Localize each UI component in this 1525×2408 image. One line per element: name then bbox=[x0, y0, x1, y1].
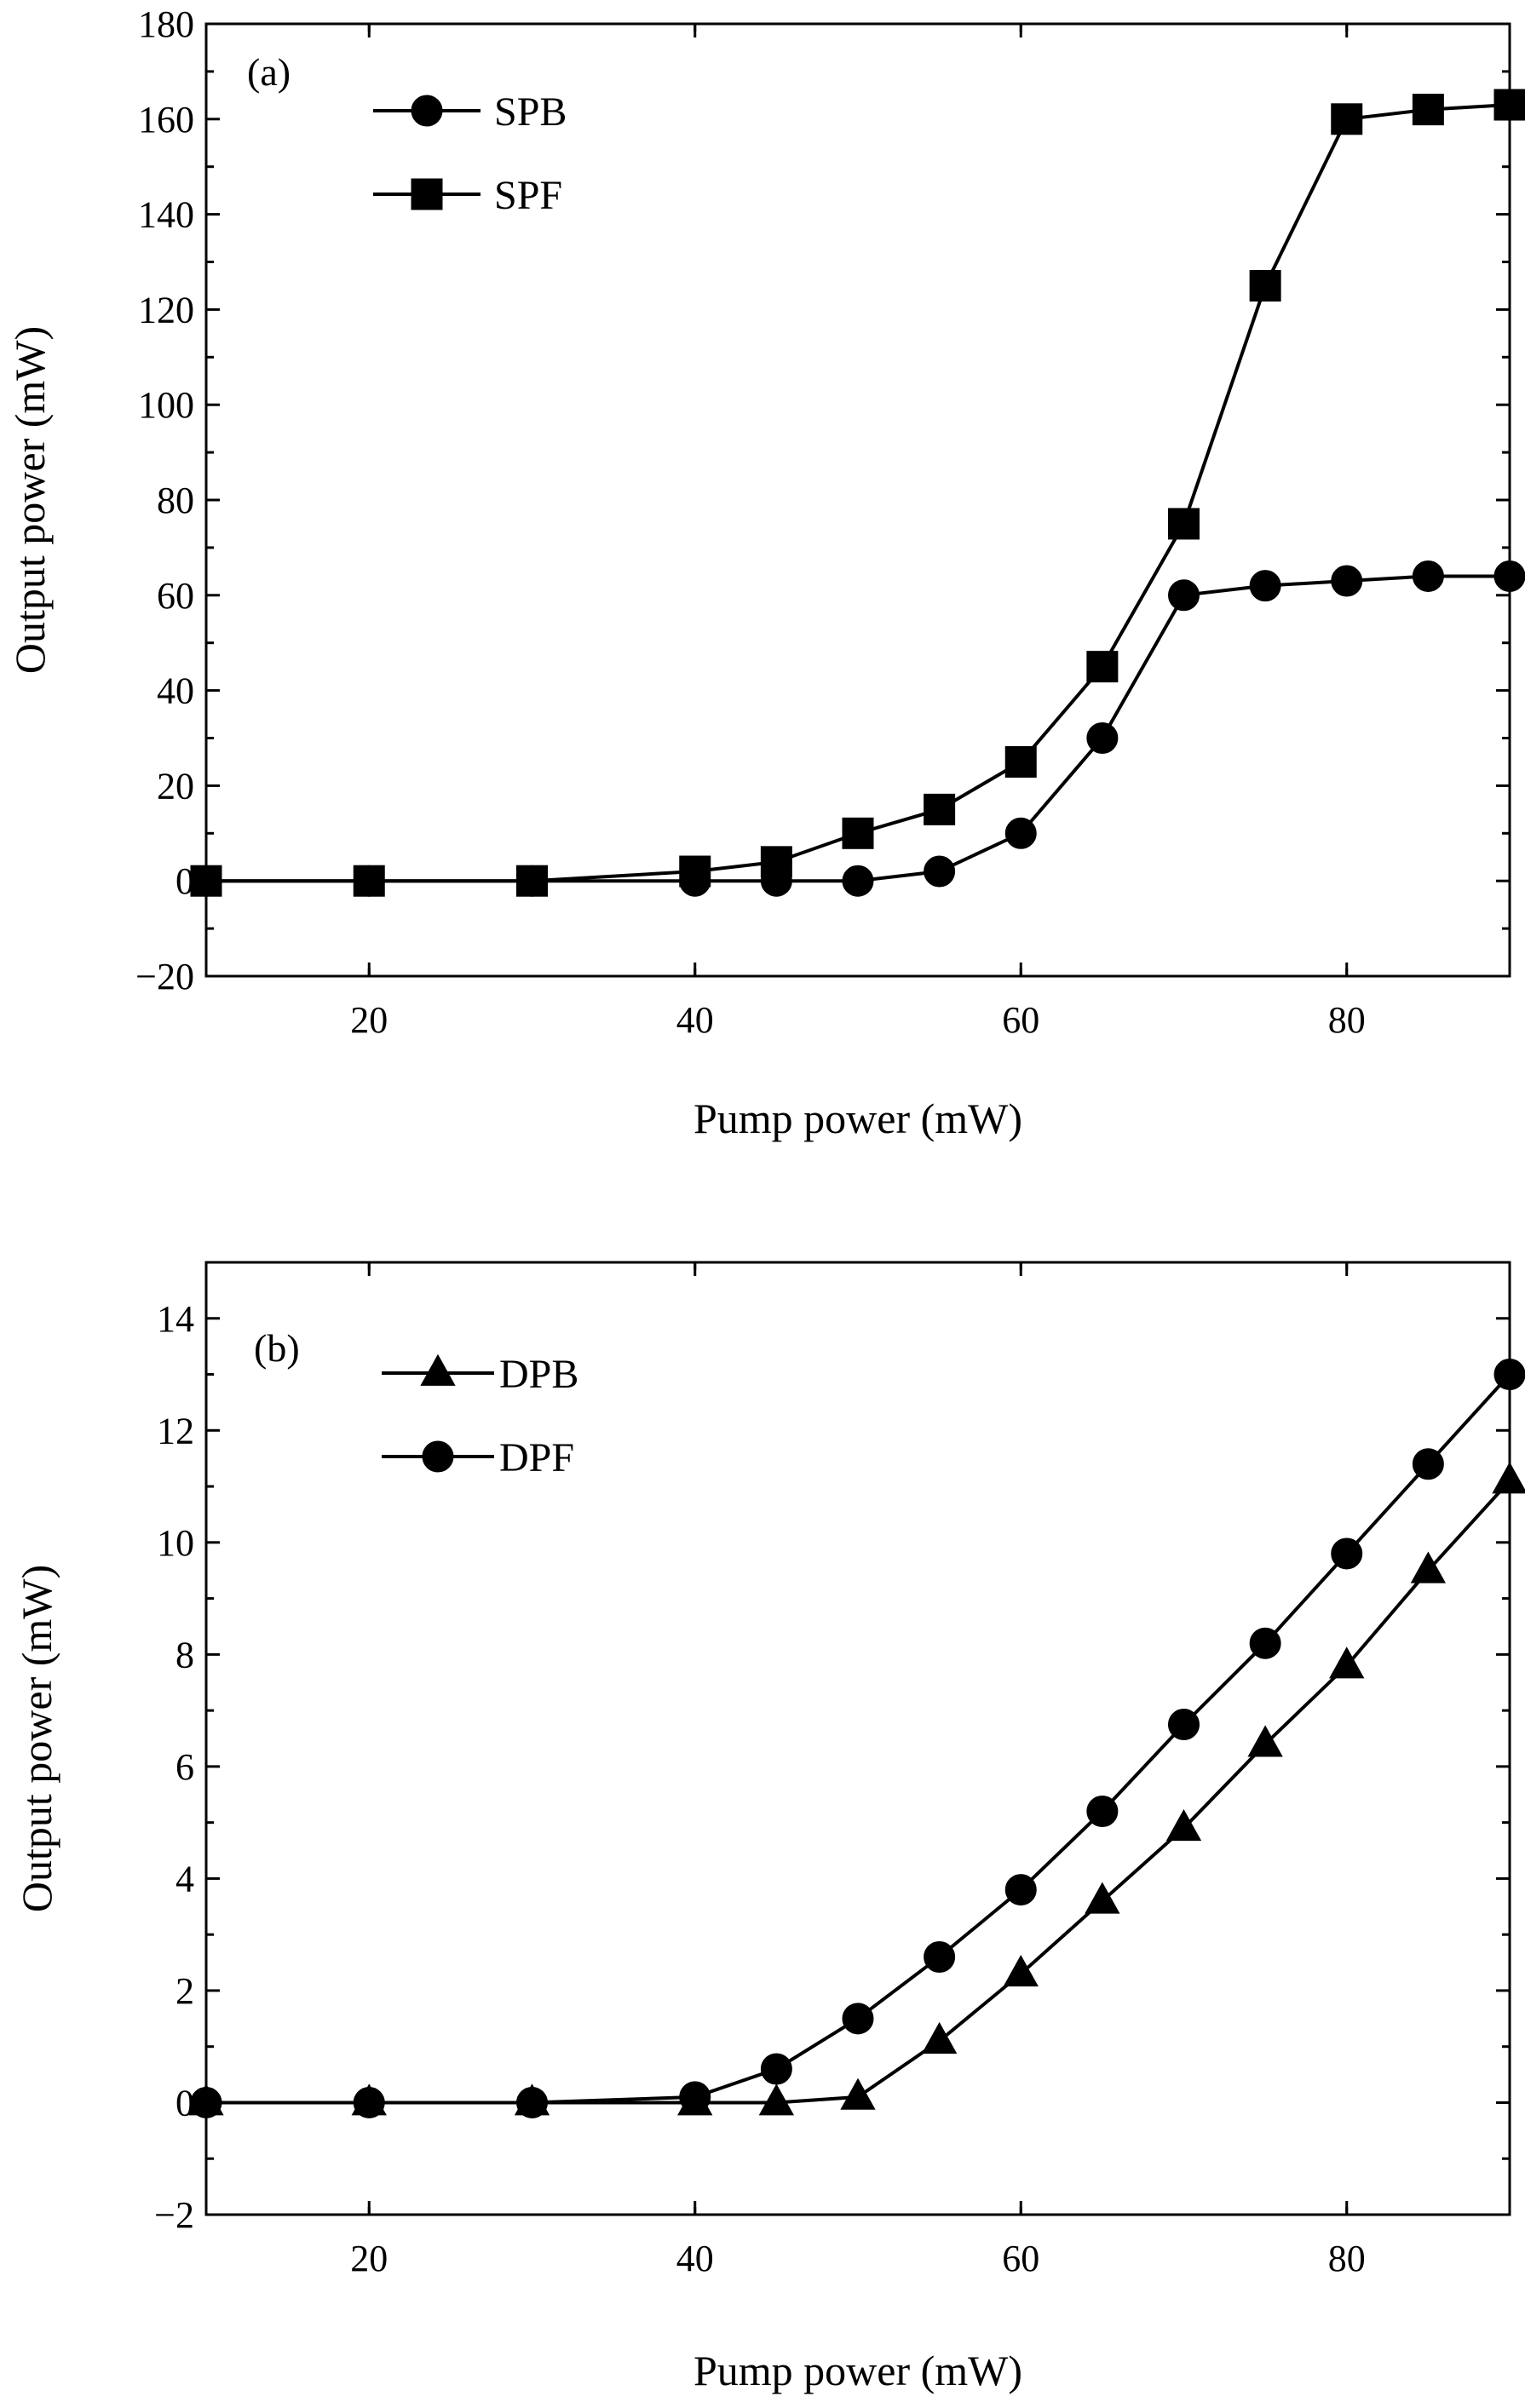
panel-b-point-dpb bbox=[1085, 1882, 1120, 1914]
panel-a-point-spb bbox=[924, 855, 956, 888]
panel-a-point-spf bbox=[1331, 103, 1363, 135]
panel-a-point-spf bbox=[516, 865, 548, 897]
panel-b-y-tick-label: 10 bbox=[157, 1522, 194, 1564]
panel-a-point-spf bbox=[1086, 651, 1119, 683]
panel-b-y-axis-title: Output power (mW) bbox=[13, 1565, 60, 1912]
panel-b-point-dpb bbox=[758, 2083, 795, 2116]
panel-a-panel-label: (a) bbox=[247, 50, 291, 94]
panel-b-legend-label-dpf: DPF bbox=[499, 1435, 574, 1480]
panel-b-point-dpb bbox=[1410, 1551, 1447, 1583]
panel-b-point-dpf bbox=[1493, 1359, 1525, 1391]
panel-a-point-spf bbox=[1493, 89, 1525, 121]
panel-b-y-tick-label: 14 bbox=[157, 1298, 194, 1340]
panel-a-series-line-spf bbox=[206, 103, 1511, 883]
panel-a-point-spf bbox=[190, 865, 222, 897]
panel-b-legend-label-dpb: DPB bbox=[499, 1352, 578, 1397]
panel-b-point-dpb bbox=[1329, 1647, 1365, 1679]
panel-b-point-dpf bbox=[1249, 1627, 1281, 1659]
panel-b-y-tick-label: 8 bbox=[176, 1634, 194, 1675]
panel-b-point-dpf bbox=[842, 2003, 874, 2035]
panel-b-point-dpf bbox=[1331, 1537, 1363, 1570]
panel-b-point-dpf bbox=[190, 2086, 222, 2118]
panel-a-point-spf bbox=[1004, 745, 1037, 778]
panel-b-point-dpb bbox=[1247, 1725, 1283, 1757]
panel-b-point-dpf bbox=[1086, 1795, 1119, 1827]
panel-b-y-tick-label: 2 bbox=[176, 1970, 194, 2012]
panel-b-point-dpb bbox=[921, 2021, 958, 2054]
panel-a-point-spb bbox=[1493, 560, 1525, 592]
panel-a-y-tick-label: 140 bbox=[138, 194, 194, 236]
panel-b-point-dpf bbox=[1168, 1709, 1200, 1741]
panel-b-series-line-dpf bbox=[206, 1373, 1511, 2105]
panel-a-y-tick-label: 20 bbox=[157, 765, 194, 807]
panel-a-y-tick-label: 180 bbox=[138, 3, 194, 45]
panel-b-y-tick-label: 6 bbox=[176, 1746, 194, 1788]
panel-b-y-tick-label: 0 bbox=[176, 2082, 194, 2124]
panel-a-point-spb bbox=[1086, 722, 1119, 754]
panel-a-legend-marker-spb bbox=[411, 95, 443, 127]
panel-a-point-spf bbox=[679, 855, 711, 888]
panel-b-legend-marker-dpf bbox=[422, 1440, 454, 1473]
panel-b-point-dpb bbox=[1492, 1462, 1525, 1494]
panel-a-point-spb bbox=[842, 865, 874, 897]
panel-b-point-dpb bbox=[840, 2078, 876, 2110]
panel-b-point-dpf bbox=[1004, 1874, 1037, 1906]
panel-b-point-dpf bbox=[924, 1940, 956, 1973]
panel-a-y-tick-label: 60 bbox=[157, 575, 194, 617]
panel-b-point-dpb bbox=[1003, 1954, 1039, 1987]
panel-a-point-spf bbox=[1168, 508, 1200, 540]
panel-a-x-tick-label: 60 bbox=[1002, 999, 1039, 1041]
panel-b-plot-frame bbox=[204, 1261, 1511, 2216]
panel-b-y-tick-label: −2 bbox=[154, 2194, 194, 2236]
panel-a-x-tick-label: 80 bbox=[1328, 999, 1366, 1041]
panel-b-x-tick-label: 80 bbox=[1328, 2238, 1366, 2279]
panel-b-y-tick-label: 4 bbox=[176, 1858, 194, 1899]
panel-a-x-tick-label: 40 bbox=[676, 999, 714, 1041]
panel-a-point-spb bbox=[1331, 565, 1363, 597]
panel-a-y-tick-label: 100 bbox=[138, 384, 194, 426]
panel-b-point-dpb bbox=[1165, 1808, 1202, 1842]
panel-a-point-spb bbox=[1168, 579, 1200, 612]
panel-a-legend-label-spf: SPF bbox=[494, 173, 562, 218]
panel-a-y-tick-label: 40 bbox=[157, 670, 194, 712]
panel-a-point-spb bbox=[1249, 570, 1281, 602]
panel-a-x-tick-label: 20 bbox=[350, 999, 388, 1041]
panel-a-y-axis-title: Output power (mW) bbox=[6, 326, 54, 674]
panel-b-legend-marker-dpb bbox=[420, 1353, 456, 1386]
panel-a-point-spf bbox=[1249, 269, 1281, 302]
panel-a-point-spf bbox=[353, 865, 385, 897]
panel-b-x-tick-label: 40 bbox=[676, 2238, 714, 2279]
panel-a-y-tick-label: −20 bbox=[135, 956, 194, 997]
panel-a-legend-marker-spf bbox=[411, 178, 443, 210]
panel-a-y-tick-label: 160 bbox=[138, 99, 194, 141]
panel-a-point-spf bbox=[1412, 94, 1444, 126]
panel-a-y-tick-label: 0 bbox=[176, 860, 194, 902]
panel-b-point-dpf bbox=[516, 2086, 548, 2118]
panel-b-x-tick-label: 60 bbox=[1002, 2238, 1039, 2279]
panel-a-point-spf bbox=[760, 846, 792, 878]
panel-b-point-dpf bbox=[760, 2053, 792, 2085]
panel-a-x-axis-title: Pump power (mW) bbox=[693, 1095, 1022, 1142]
panel-b-point-dpf bbox=[1412, 1448, 1444, 1480]
panel-b-x-axis-title: Pump power (mW) bbox=[693, 2347, 1022, 2394]
panel-a-point-spf bbox=[842, 817, 874, 849]
panel-a-point-spb bbox=[1004, 817, 1037, 849]
panel-b-y-tick-label: 12 bbox=[157, 1410, 194, 1451]
panel-b-panel-label: (b) bbox=[254, 1326, 300, 1370]
panel-b-x-tick-label: 20 bbox=[350, 2238, 388, 2279]
panel-a-y-tick-label: 120 bbox=[138, 289, 194, 330]
panel-b-point-dpf bbox=[353, 2086, 385, 2118]
panel-a-y-tick-label: 80 bbox=[157, 480, 194, 521]
panel-a-legend-label-spb: SPB bbox=[494, 89, 567, 135]
panel-b-point-dpf bbox=[679, 2081, 711, 2113]
panel-a-point-spb bbox=[1412, 560, 1444, 592]
panel-a-point-spf bbox=[924, 793, 956, 825]
